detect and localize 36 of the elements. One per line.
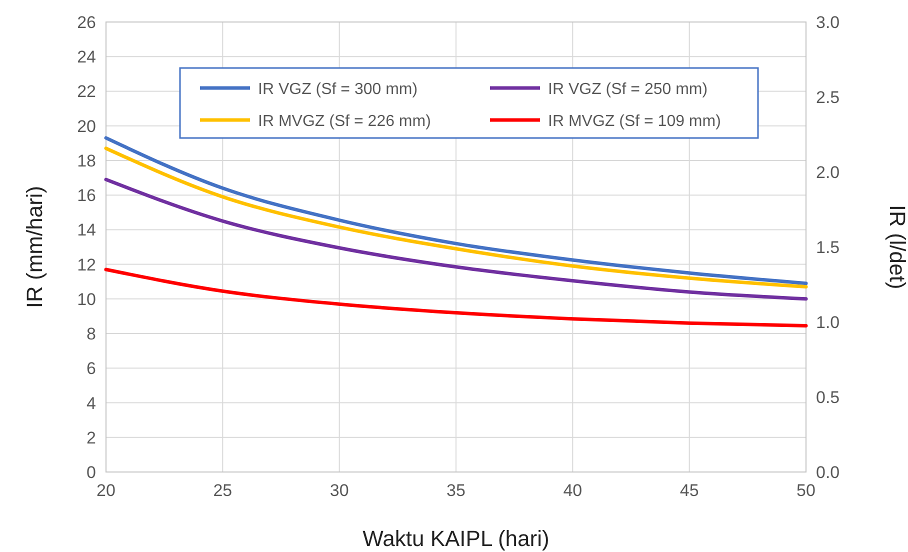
- y-tick-label: 24: [77, 48, 96, 67]
- x-tick-label: 25: [213, 481, 232, 500]
- y-tick-label: 18: [77, 151, 96, 170]
- x-tick-label: 35: [446, 481, 466, 500]
- x-tick-label: 50: [796, 481, 816, 500]
- x-axis-title: Waktu KAIPL (hari): [362, 526, 550, 551]
- line-series: [104, 268, 808, 328]
- y-tick-label: 4: [86, 394, 96, 413]
- y2-tick-label: 0.0: [816, 463, 840, 482]
- y-tick-label: 20: [77, 116, 96, 136]
- y-tick-label: 0: [86, 463, 96, 482]
- y2-axis-title: IR (l/det): [885, 204, 908, 290]
- x-tick-label: 30: [330, 481, 349, 500]
- y-tick-label: 12: [77, 255, 96, 274]
- y-tick-label: 26: [77, 13, 96, 32]
- y2-tick-label: 1.5: [816, 238, 840, 257]
- y-tick-label: 10: [77, 290, 96, 309]
- x-tick-label: 40: [563, 481, 582, 500]
- x-tick-label: 45: [680, 481, 699, 500]
- y-tick-label: 16: [77, 186, 96, 206]
- y-tick-label: 2: [86, 428, 96, 448]
- legend-label: IR MVGZ (Sf = 109 mm): [548, 113, 721, 130]
- y2-tick-label: 1.0: [816, 313, 840, 332]
- legend-label: IR VGZ (Sf = 300 mm): [258, 81, 418, 98]
- y-tick-label: 8: [86, 324, 96, 344]
- y-tick-label: 22: [77, 82, 96, 102]
- y2-tick-label: 2.5: [816, 88, 840, 107]
- y2-tick-label: 3.0: [816, 13, 840, 32]
- y2-tick-label: 0.5: [816, 388, 840, 407]
- legend-label: IR MVGZ (Sf = 226 mm): [258, 113, 431, 130]
- y-tick-label: 6: [86, 359, 96, 378]
- y-axis-title: IR (mm/hari): [22, 186, 47, 308]
- y2-tick-label: 2.0: [816, 163, 840, 182]
- legend-label: IR VGZ (Sf = 250 mm): [548, 81, 708, 98]
- y-tick-label: 14: [77, 220, 96, 240]
- line-series: [104, 178, 808, 301]
